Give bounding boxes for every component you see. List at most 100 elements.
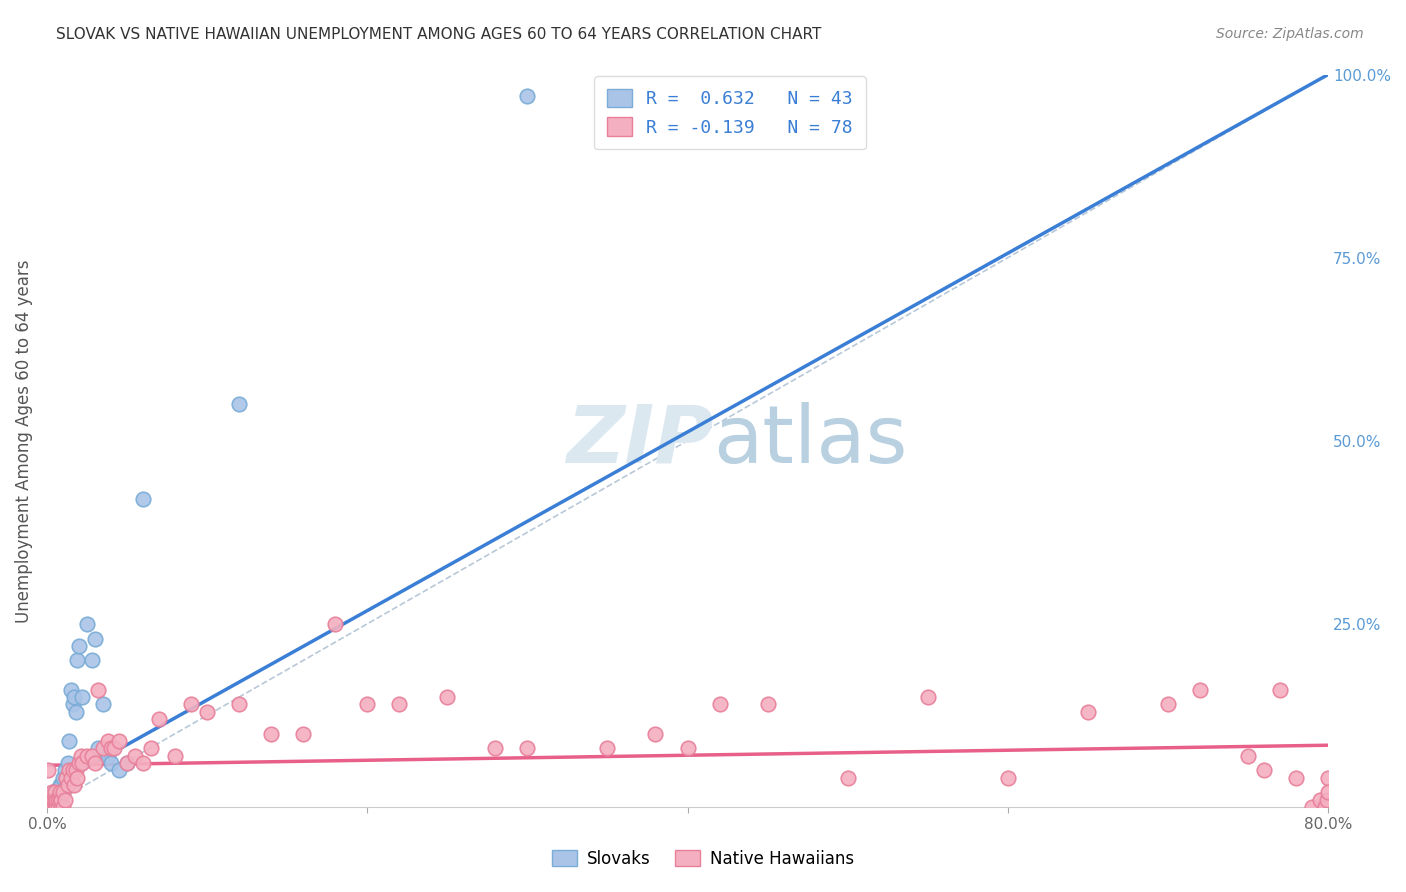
Point <box>644 727 666 741</box>
Point <box>44 792 66 806</box>
Point <box>65 705 87 719</box>
Point <box>52 771 75 785</box>
Point <box>62 698 84 712</box>
Point <box>1237 748 1260 763</box>
Point <box>228 698 250 712</box>
Point <box>51 778 73 792</box>
Point <box>53 792 76 806</box>
Y-axis label: Unemployment Among Ages 60 to 64 years: Unemployment Among Ages 60 to 64 years <box>15 259 32 623</box>
Text: Source: ZipAtlas.com: Source: ZipAtlas.com <box>1216 27 1364 41</box>
Point <box>41 800 63 814</box>
Point <box>1301 800 1323 814</box>
Point <box>48 792 70 806</box>
Point <box>1077 705 1099 719</box>
Point <box>163 748 186 763</box>
Point <box>63 690 86 705</box>
Point <box>46 785 69 799</box>
Point <box>45 800 67 814</box>
Point <box>756 698 779 712</box>
Point <box>46 792 69 806</box>
Point <box>108 764 131 778</box>
Point <box>436 690 458 705</box>
Point <box>51 800 73 814</box>
Point <box>45 792 67 806</box>
Point <box>39 800 62 814</box>
Point <box>1157 698 1180 712</box>
Point <box>388 698 411 712</box>
Point <box>1317 771 1340 785</box>
Point <box>52 785 75 799</box>
Point <box>97 734 120 748</box>
Point <box>100 756 122 770</box>
Point <box>51 792 73 806</box>
Point <box>484 741 506 756</box>
Point <box>97 748 120 763</box>
Point <box>180 698 202 712</box>
Point <box>115 756 138 770</box>
Point <box>46 800 69 814</box>
Point <box>62 764 84 778</box>
Point <box>41 792 63 806</box>
Point <box>80 653 103 667</box>
Point <box>67 756 90 770</box>
Point <box>709 698 731 712</box>
Point <box>1317 785 1340 799</box>
Point <box>1253 764 1275 778</box>
Point <box>59 771 82 785</box>
Point <box>676 741 699 756</box>
Point <box>56 756 79 770</box>
Point <box>356 698 378 712</box>
Point <box>100 741 122 756</box>
Point <box>139 741 162 756</box>
Point <box>997 771 1019 785</box>
Point <box>1309 792 1331 806</box>
Point <box>76 748 98 763</box>
Point <box>48 785 70 799</box>
Point <box>42 792 65 806</box>
Legend: Slovaks, Native Hawaiians: Slovaks, Native Hawaiians <box>546 844 860 875</box>
Text: SLOVAK VS NATIVE HAWAIIAN UNEMPLOYMENT AMONG AGES 60 TO 64 YEARS CORRELATION CHA: SLOVAK VS NATIVE HAWAIIAN UNEMPLOYMENT A… <box>56 27 821 42</box>
Point <box>260 727 283 741</box>
Legend: R =  0.632   N = 43, R = -0.139   N = 78: R = 0.632 N = 43, R = -0.139 N = 78 <box>595 76 866 149</box>
Point <box>91 698 114 712</box>
Point <box>1315 792 1337 806</box>
Point <box>44 785 66 799</box>
Text: atlas: atlas <box>713 401 907 480</box>
Point <box>1285 771 1308 785</box>
Point <box>41 785 63 799</box>
Point <box>52 785 75 799</box>
Point <box>1268 682 1291 697</box>
Point <box>91 741 114 756</box>
Point <box>66 771 89 785</box>
Point <box>58 734 80 748</box>
Point <box>59 682 82 697</box>
Point <box>39 800 62 814</box>
Point <box>132 492 155 507</box>
Point <box>44 785 66 799</box>
Point <box>596 741 619 756</box>
Point <box>1313 800 1336 814</box>
Point <box>48 778 70 792</box>
Point <box>42 792 65 806</box>
Point <box>45 792 67 806</box>
Point <box>115 756 138 770</box>
Point <box>41 800 63 814</box>
Point <box>53 764 76 778</box>
Point <box>44 800 66 814</box>
Point <box>67 639 90 653</box>
Point <box>44 800 66 814</box>
Point <box>48 785 70 799</box>
Point <box>228 397 250 411</box>
Point <box>56 778 79 792</box>
Point <box>80 748 103 763</box>
Point <box>124 748 146 763</box>
Point <box>41 792 63 806</box>
Point <box>55 771 77 785</box>
Point <box>66 653 89 667</box>
Point <box>132 756 155 770</box>
Point <box>37 764 59 778</box>
Point <box>148 712 170 726</box>
Point <box>63 778 86 792</box>
Point <box>46 792 69 806</box>
Point <box>195 705 218 719</box>
